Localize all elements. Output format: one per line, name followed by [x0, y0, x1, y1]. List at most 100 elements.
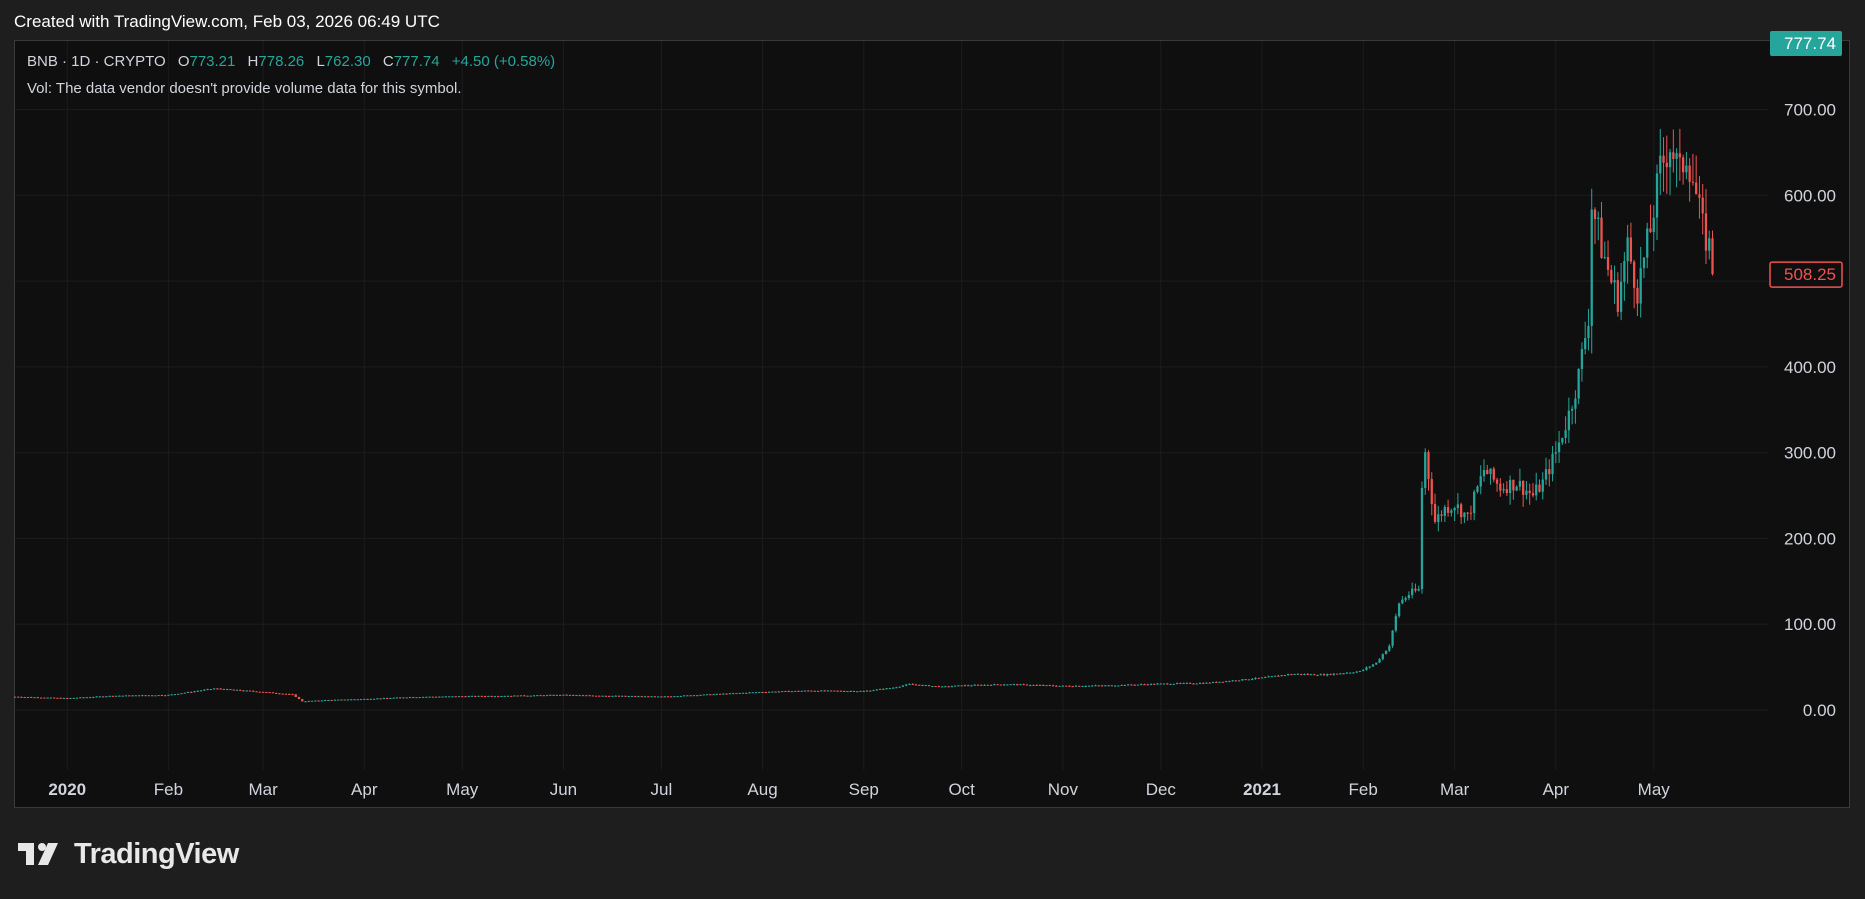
candle-body [82, 697, 85, 699]
candle-body [823, 690, 826, 692]
candle-body [937, 686, 940, 688]
candle-body [1564, 430, 1567, 438]
candle-body [1404, 598, 1407, 600]
candle-body [1104, 685, 1107, 687]
candle-body [1649, 228, 1652, 233]
candle-body [183, 692, 186, 694]
candle-body [203, 689, 206, 691]
candle-body [650, 696, 653, 698]
candle-body [542, 695, 545, 697]
candle-body [634, 696, 637, 698]
candle-body [1401, 599, 1404, 604]
candle-body [983, 684, 986, 686]
candle-body [428, 696, 431, 698]
candle-body [258, 691, 261, 693]
y-tick-label: 200.00 [1784, 529, 1836, 548]
candle-body [637, 696, 640, 698]
candle-body [1156, 683, 1159, 685]
candle-body [1391, 630, 1394, 646]
candle-body [1597, 217, 1600, 219]
candle-body [1074, 685, 1078, 687]
candle-body [1192, 683, 1195, 685]
candle-body [1087, 685, 1091, 687]
candle-body [503, 695, 506, 697]
candle-body [1019, 684, 1022, 686]
candle-body [1166, 683, 1169, 685]
candle-body [1443, 507, 1446, 516]
candle-body [294, 694, 297, 698]
chart-frame[interactable] [14, 40, 1850, 808]
candle-body [46, 697, 49, 699]
candle-body [934, 686, 937, 688]
x-tick-label: 2020 [48, 780, 86, 799]
candle-body [1241, 679, 1244, 681]
candle-body [88, 697, 92, 699]
candle-body [918, 684, 921, 686]
candle-body [1561, 437, 1564, 443]
candle-body [1273, 675, 1277, 677]
candle-body [320, 700, 323, 702]
candle-body [1603, 257, 1606, 259]
candle-body [1022, 684, 1025, 686]
candle-body [754, 692, 758, 694]
candle-body [79, 697, 82, 699]
candle-body [193, 691, 196, 693]
candle-body [1606, 257, 1610, 270]
candle-body [477, 695, 480, 697]
candle-body [1577, 368, 1580, 399]
candle-body [1538, 484, 1541, 492]
candle-body [513, 695, 516, 697]
candle-body [787, 691, 790, 693]
candle-body [692, 695, 696, 697]
candle-body [1107, 685, 1110, 687]
candle-body [216, 688, 219, 690]
candle-body [363, 698, 366, 700]
candle-body [1580, 349, 1584, 369]
candle-body [1570, 408, 1574, 411]
candle-body [1172, 683, 1176, 685]
tradingview-logo[interactable]: TradingView [18, 836, 239, 872]
symbol-label[interactable]: BNB · 1D · CRYPTO [27, 53, 166, 70]
candle-body [820, 690, 823, 692]
candle-body [1247, 679, 1251, 681]
x-tick-label: Aug [747, 780, 777, 799]
x-tick-label: May [1638, 780, 1671, 799]
candle-body [1205, 682, 1208, 684]
candle-body [1590, 209, 1593, 326]
candle-body [888, 688, 892, 690]
candle-body [26, 696, 30, 698]
candle-body [519, 695, 523, 697]
candle-body [1662, 155, 1665, 163]
candle-body [705, 694, 709, 696]
candle-body [356, 699, 359, 701]
candle-body [1469, 512, 1473, 514]
candle-body [1473, 491, 1476, 513]
candle-body [970, 685, 973, 687]
candle-body [653, 696, 656, 698]
candle-body [869, 690, 872, 692]
candle-body [1110, 685, 1113, 687]
candle-body [1267, 676, 1270, 678]
candle-body [829, 690, 833, 692]
candle-body [996, 684, 999, 686]
candle-body [226, 689, 229, 691]
candle-body [457, 696, 461, 698]
candle-body [813, 690, 816, 692]
candle-body [1384, 650, 1388, 655]
candle-body [1672, 152, 1675, 160]
candle-body [219, 688, 222, 690]
last-price-label: 777.74 [1770, 30, 1842, 56]
candle-body [330, 699, 333, 701]
candle-body [1512, 479, 1515, 491]
candle-body [728, 693, 732, 695]
candle-body [555, 694, 559, 696]
candle-body [56, 697, 59, 699]
candle-body [732, 693, 735, 695]
candle-body [575, 695, 578, 697]
candle-body [1293, 674, 1296, 676]
x-tick-label: Oct [948, 780, 975, 799]
y-tick-label: 600.00 [1784, 186, 1836, 205]
candle-body [255, 691, 258, 693]
candle-body [702, 694, 705, 696]
